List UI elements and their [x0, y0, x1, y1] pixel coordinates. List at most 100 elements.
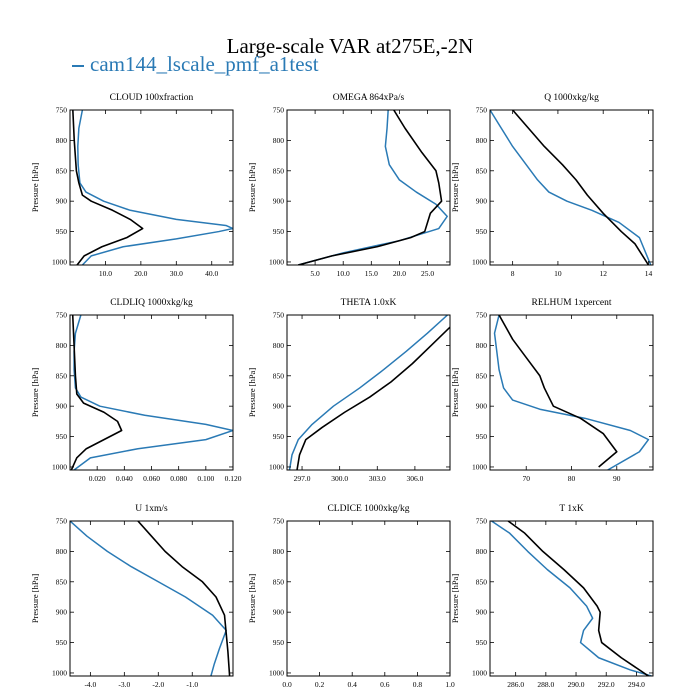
x-tick-label: -4.0 [84, 680, 96, 689]
y-tick-label: 750 [273, 106, 285, 115]
y-tick-label: 950 [273, 638, 285, 647]
y-axis-label: Pressure [hPa] [247, 163, 257, 213]
y-tick-label: 900 [476, 608, 488, 617]
plot-frame [489, 109, 654, 266]
x-tick-label: 306.0 [406, 474, 423, 483]
panel-title: CLDLIQ 1000xkg/kg [110, 298, 193, 308]
series-model-line [288, 315, 448, 470]
x-tick-label: 0.060 [143, 474, 160, 483]
y-tick-label: 1000 [52, 668, 67, 677]
panel-7: U 1xm/s Pressure [hPa] 750 800 850 900 950 1000… [30, 504, 234, 689]
series-reference-line [507, 521, 649, 676]
panel-title: OMEGA 864xPa/s [333, 93, 405, 103]
x-tick-label: 90 [613, 474, 621, 483]
x-tick-label: 10.0 [337, 269, 350, 278]
x-tick-label: 0.8 [413, 680, 423, 689]
x-tick-label: 20.0 [393, 269, 406, 278]
y-tick-label: 750 [476, 106, 488, 115]
y-axis-label: Pressure [hPa] [247, 574, 257, 624]
x-tick-label: 0.6 [380, 680, 390, 689]
x-tick-label: 0.0 [282, 680, 292, 689]
y-tick-label: 1000 [52, 462, 67, 471]
x-tick-label: 5.0 [310, 269, 320, 278]
y-tick-label: 800 [476, 341, 488, 350]
series-model-line [298, 110, 448, 265]
y-axis-label: Pressure [hPa] [450, 163, 460, 213]
x-tick-label: 30.0 [170, 269, 183, 278]
series-model-line [491, 521, 652, 676]
panel-6: RELHUM 1xpercent Pressure [hPa] 750 800 850 9… [450, 298, 654, 483]
series-reference-line [70, 315, 123, 470]
panel-9: T 1xK Pressure [hPa] 750 800 850 900 950 1000 28… [450, 504, 654, 689]
series-reference-line [298, 110, 443, 265]
legend-line-swatch [72, 65, 84, 68]
y-tick-label: 800 [273, 341, 285, 350]
y-tick-label: 1000 [472, 668, 487, 677]
y-tick-label: 950 [273, 432, 285, 441]
x-tick-label: 0.100 [197, 474, 214, 483]
y-tick-label: 1000 [269, 462, 284, 471]
series-model-line [70, 521, 227, 676]
x-tick-label: 12 [599, 269, 607, 278]
panel-title: T 1xK [559, 504, 584, 514]
y-tick-label: 750 [56, 106, 68, 115]
y-tick-label: 850 [273, 577, 285, 586]
panel-title: Q 1000xkg/kg [544, 93, 599, 103]
x-tick-label: -1.0 [186, 680, 198, 689]
y-axis-label: Pressure [hPa] [450, 574, 460, 624]
panel-4: CLDLIQ 1000xkg/kg Pressure [hPa] 750 800 850… [30, 298, 242, 483]
x-tick-label: 25.0 [421, 269, 434, 278]
y-tick-label: 750 [56, 311, 68, 320]
figure-title: Large-scale VAR at275E,-2N [226, 34, 474, 58]
y-tick-label: 800 [56, 136, 68, 145]
series-model-line [493, 315, 650, 470]
y-tick-label: 850 [56, 371, 68, 380]
x-tick-label: 8 [511, 269, 515, 278]
x-tick-label: 14 [645, 269, 653, 278]
x-tick-label: 0.040 [116, 474, 133, 483]
panel-1: CLOUD 100xfraction Pressure [hPa] 750 800 85… [30, 92, 234, 278]
y-tick-label: 800 [476, 547, 488, 556]
x-tick-label: 294.0 [628, 680, 645, 689]
y-tick-label: 950 [56, 432, 68, 441]
plot-frame [286, 520, 451, 677]
series-model-line [490, 110, 652, 265]
y-tick-label: 950 [273, 227, 285, 236]
panel-title: RELHUM 1xpercent [532, 298, 612, 308]
x-tick-label: 20.0 [134, 269, 147, 278]
x-tick-label: 10 [554, 269, 562, 278]
y-tick-label: 750 [56, 517, 68, 526]
series-reference-line [137, 521, 231, 676]
panel-title: CLOUD 100xfraction [110, 92, 194, 103]
y-tick-label: 800 [273, 136, 285, 145]
x-tick-label: 70 [522, 474, 530, 483]
panel-title: THETA 1.0xK [341, 298, 397, 308]
y-tick-label: 850 [476, 577, 488, 586]
panel-title: CLDICE 1000xkg/kg [327, 504, 409, 514]
y-tick-label: 1000 [269, 668, 284, 677]
x-tick-label: 290.0 [568, 680, 585, 689]
y-tick-label: 950 [56, 227, 68, 236]
x-tick-label: 303.0 [369, 474, 386, 483]
y-tick-label: 900 [273, 608, 285, 617]
y-tick-label: 850 [56, 166, 68, 175]
series-model-line [77, 110, 233, 265]
y-axis-label: Pressure [hPa] [247, 368, 257, 418]
y-tick-label: 900 [273, 197, 285, 206]
panel-3: Q 1000xkg/kg Pressure [hPa] 750 800 850 900 95… [450, 93, 654, 278]
y-tick-label: 850 [476, 166, 488, 175]
y-tick-label: 1000 [472, 462, 487, 471]
y-tick-label: 800 [56, 547, 68, 556]
x-tick-label: 0.080 [170, 474, 187, 483]
y-tick-label: 900 [476, 402, 488, 411]
series-reference-line [296, 326, 450, 470]
y-tick-label: 850 [273, 371, 285, 380]
y-axis-label: Pressure [hPa] [30, 368, 40, 418]
y-tick-label: 950 [56, 638, 68, 647]
y-tick-label: 800 [476, 136, 488, 145]
y-tick-label: 850 [56, 577, 68, 586]
y-tick-label: 800 [56, 341, 68, 350]
y-axis-label: Pressure [hPa] [30, 574, 40, 624]
plot-frame [286, 314, 451, 471]
